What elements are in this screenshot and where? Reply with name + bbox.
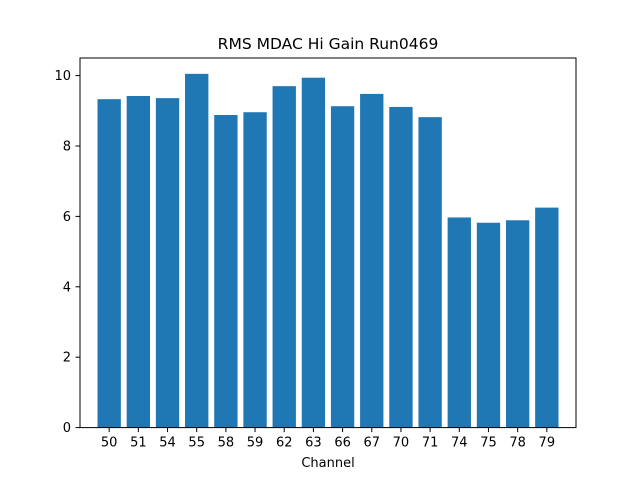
y-tick-label: 0 (63, 421, 71, 436)
bar-channel-70 (389, 106, 413, 428)
chart-title: RMS MDAC Hi Gain Run0469 (218, 35, 439, 53)
y-tick-label: 2 (63, 351, 71, 366)
bar-channel-58 (214, 115, 238, 428)
y-tick-label: 4 (63, 280, 71, 295)
x-tick-label: 54 (159, 436, 176, 451)
x-tick-label: 55 (188, 436, 205, 451)
bar-channel-50 (97, 99, 121, 428)
x-axis: 50 51 54 55 58 59 62 63 66 67 70 71 74 75 78 79 (101, 427, 556, 451)
bar-channel-59 (243, 112, 267, 428)
bar-channel-63 (301, 77, 326, 428)
bar-channel-62 (272, 86, 296, 428)
x-tick-label: 63 (305, 436, 322, 451)
x-tick-label: 74 (451, 436, 468, 451)
bar-channel-79 (535, 207, 559, 428)
x-tick-label: 59 (247, 436, 264, 451)
x-tick-label: 70 (393, 436, 410, 451)
bar-channel-75 (476, 222, 501, 428)
bar-channel-55 (185, 73, 209, 428)
bar-channel-74 (447, 217, 471, 428)
bar-channel-78 (505, 220, 530, 428)
x-tick-label: 67 (363, 436, 380, 451)
bar-channel-71 (418, 117, 442, 428)
y-tick-label: 10 (54, 69, 71, 84)
x-tick-label: 62 (276, 436, 293, 451)
y-tick-label: 8 (63, 140, 71, 155)
bar-channel-54 (155, 98, 180, 428)
x-axis-label: Channel (301, 456, 354, 471)
plot-area-frame (79, 57, 577, 429)
bar-channel-67 (360, 93, 384, 428)
x-tick-label: 66 (334, 436, 351, 451)
bar-channel-66 (330, 106, 355, 428)
x-tick-label: 58 (218, 436, 235, 451)
x-tick-label: 79 (539, 436, 556, 451)
bar-channel-51 (126, 96, 151, 428)
y-tick-label: 6 (63, 210, 71, 225)
bars-group (97, 73, 559, 428)
x-tick-label: 50 (101, 436, 118, 451)
x-tick-label: 71 (422, 436, 439, 451)
x-tick-label: 78 (509, 436, 526, 451)
y-axis: 0 2 4 6 8 10 (54, 69, 80, 436)
x-tick-label: 51 (130, 436, 147, 451)
x-tick-label: 75 (480, 436, 497, 451)
